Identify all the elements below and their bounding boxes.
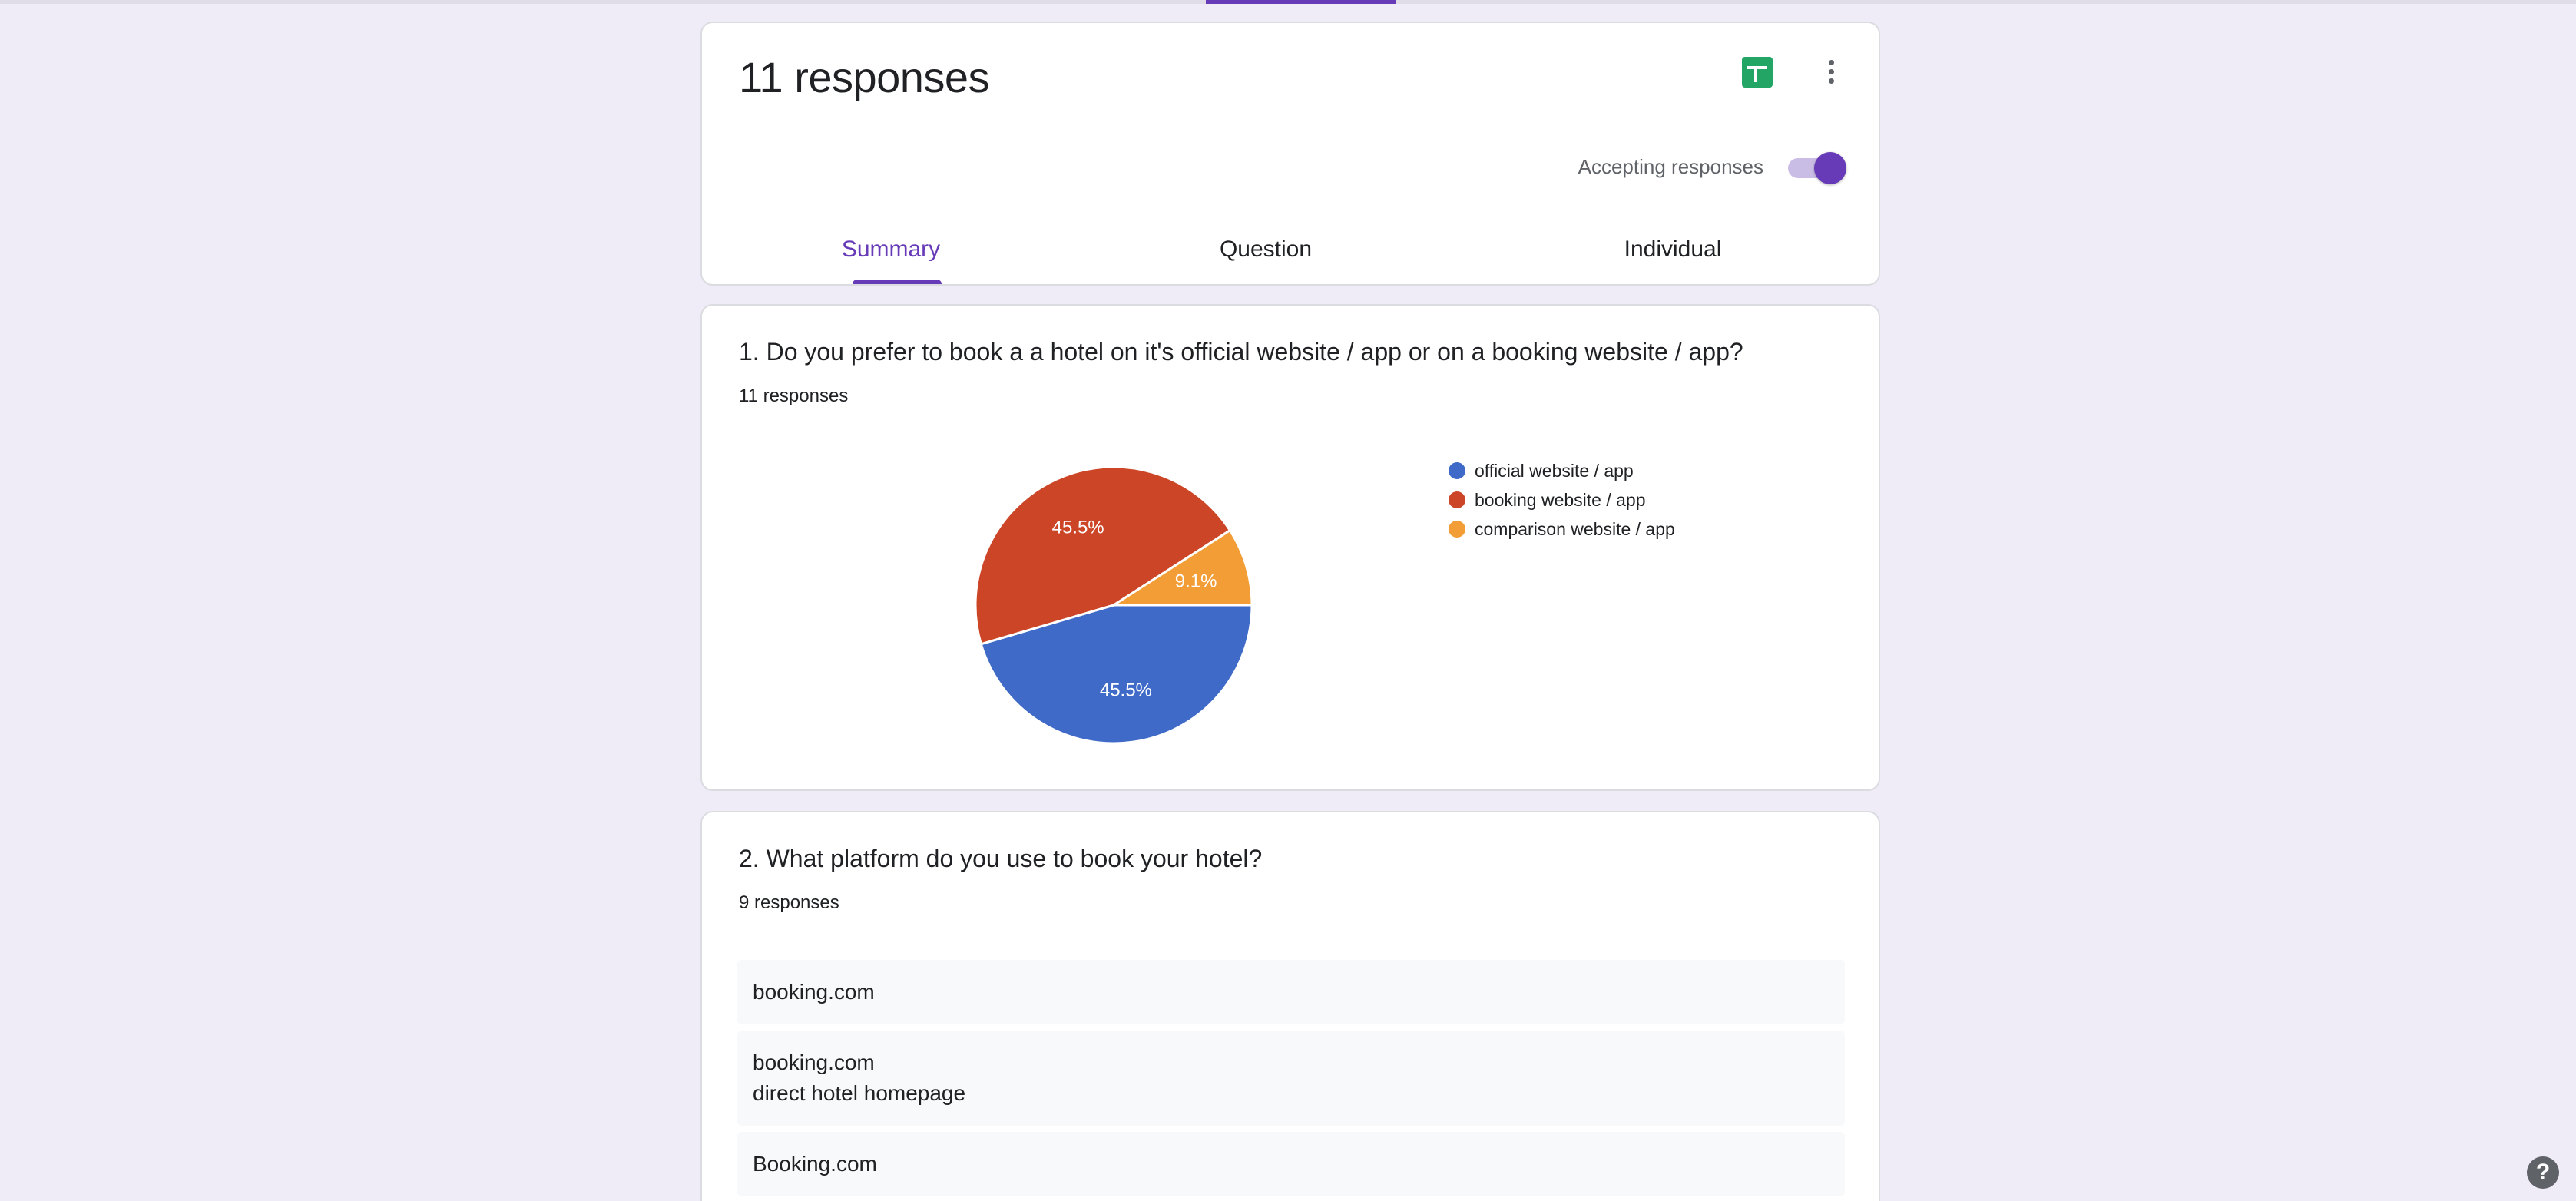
accepting-responses-label: Accepting responses	[1578, 155, 1763, 178]
response-list: booking.com booking.com direct hotel homep…	[737, 960, 1845, 1201]
legend-label: comparison website / app	[1475, 519, 1675, 539]
page-title: 11 responses	[739, 53, 990, 101]
question-title: 1. Do you prefer to book a a hotel on it…	[739, 338, 1743, 366]
question-title: 2. What platform do you use to book your…	[739, 845, 1263, 872]
response-item: booking.com direct hotel homepage	[737, 1031, 1845, 1126]
response-item: booking.com	[737, 960, 1845, 1024]
response-text: direct hotel homepage	[753, 1081, 966, 1105]
pie-slice-label-0: 45.5%	[1100, 680, 1152, 700]
google-sheets-icon[interactable]	[1742, 57, 1773, 88]
tab-question[interactable]: Question	[1219, 237, 1313, 262]
response-count: 11 responses	[739, 385, 849, 406]
responses-header-card: 11 responses Accepting responses Summary…	[700, 22, 1880, 286]
question-2-card: 2. What platform do you use to book your…	[700, 811, 1880, 1201]
legend-swatch	[1449, 521, 1465, 538]
pie-slice-label-2: 9.1%	[1175, 571, 1217, 592]
legend-label: official website / app	[1475, 461, 1634, 481]
legend-item: booking website / app	[1449, 485, 1675, 514]
legend-item: official website / app	[1449, 456, 1675, 485]
response-item: Booking.com	[737, 1132, 1845, 1196]
legend-item: comparison website / app	[1449, 514, 1675, 544]
pie-chart: 45.5% 45.5% 9.1%	[974, 465, 1253, 745]
help-icon[interactable]: ?	[2527, 1156, 2559, 1189]
chart-legend: official website / app booking website / …	[1449, 456, 1675, 544]
response-count: 9 responses	[739, 892, 839, 913]
active-tab-indicator	[853, 280, 942, 284]
legend-label: booking website / app	[1475, 490, 1646, 510]
response-text: Booking.com	[753, 1152, 877, 1176]
pie-slice-1[interactable]	[974, 465, 1232, 646]
pie-slice-label-1: 45.5%	[1052, 517, 1104, 538]
tab-summary[interactable]: Summary	[841, 237, 941, 262]
response-text: booking.com	[753, 1050, 875, 1074]
response-text: booking.com	[753, 980, 875, 1004]
toggle-thumb	[1814, 152, 1846, 184]
legend-swatch	[1449, 491, 1465, 508]
pie-slice-2[interactable]	[1109, 528, 1253, 607]
more-vert-icon[interactable]	[1816, 57, 1846, 88]
tab-individual[interactable]: Individual	[1624, 237, 1722, 262]
top-progress-accent	[1206, 0, 1396, 4]
accepting-responses-toggle[interactable]	[1786, 151, 1848, 184]
question-1-card: 1. Do you prefer to book a a hotel on it…	[700, 304, 1880, 791]
pie-slice-0[interactable]	[979, 604, 1253, 745]
legend-swatch	[1449, 462, 1465, 479]
